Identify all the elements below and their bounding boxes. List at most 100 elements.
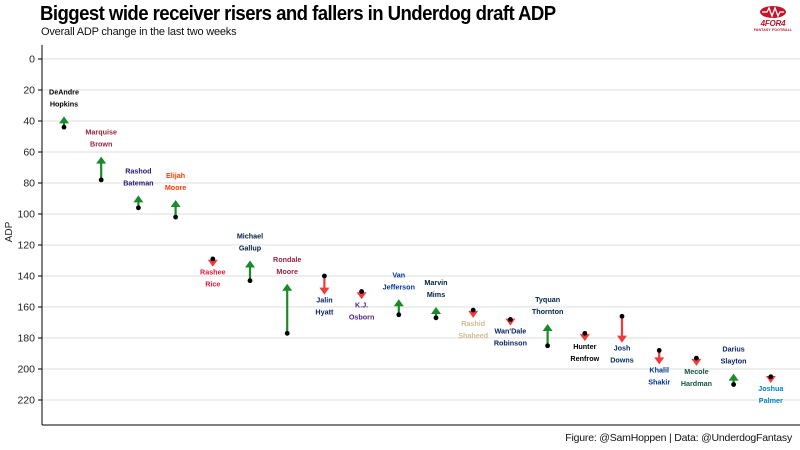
player-first-name: Tyquan [535,295,560,304]
old-adp-point [247,278,253,284]
player-mark: K.J. Osborn [349,289,375,321]
player-first-name: Joshua [758,384,784,393]
player-last-name: Shaheed [458,331,488,340]
adp-change-arrow-head [728,373,739,381]
y-axis: 0 20 40 60 80 100 120 140 160 180 200 220 [17,54,42,407]
player-mark: Hunter Renfrow [570,330,600,363]
player-last-name: Bateman [123,178,153,187]
figure-caption: Figure: @SamHoppen | Data: @UnderdogFant… [565,432,792,444]
adp-change-arrow-head [245,260,255,268]
player-marks: DeAndre Hopkins Marquise Brown Rashod Bateman… [49,87,784,405]
old-adp-point [619,313,625,319]
y-tick-label: 40 [23,116,35,128]
player-last-name: Osborn [349,312,375,321]
player-first-name: Josh [614,344,631,353]
old-adp-point [61,124,67,130]
old-adp-point [322,273,327,279]
player-mark: Wan'Dale Robinson [494,317,527,348]
player-first-name: Darius [722,345,744,354]
adp-change-arrow-head [393,299,404,307]
logo-tagline: FANTASY FOOTBALL [753,28,793,32]
old-adp-point [284,330,290,336]
player-last-name: Slayton [721,357,747,366]
old-adp-point [656,348,662,353]
player-mark: Michael Gallup [237,232,263,284]
player-first-name: Van [392,270,405,279]
player-last-name: Renfrow [570,354,599,363]
player-first-name: Rondale [273,255,301,264]
player-last-name: Moore [276,267,298,276]
player-mark: Marquise Brown [85,128,117,183]
y-tick-label: 80 [23,178,35,190]
player-mark: Rashee Rice [200,256,226,289]
old-adp-point [396,312,402,318]
y-axis-label: ADP [4,221,15,242]
y-tick-label: 220 [17,395,35,407]
player-mark: Darius Slayton [721,345,747,387]
player-last-name: Mims [427,290,445,299]
player-first-name: Rashid [461,319,485,328]
adp-change-arrow-head [579,334,590,342]
y-tick-label: 20 [23,85,35,97]
y-tick-label: 0 [29,54,35,66]
player-last-name: Palmer [759,396,783,405]
player-last-name: Hopkins [50,99,78,108]
y-tick-label: 140 [17,271,35,283]
adp-change-arrow-head [133,195,144,203]
player-mark: Mecole Hardman [681,355,712,388]
player-mark: Rashod Bateman [123,166,154,211]
adp-change-arrow-head [170,200,181,208]
player-first-name: Marvin [424,278,447,287]
old-adp-point [210,256,216,262]
old-adp-point [173,214,179,220]
player-mark: Joshua Palmer [758,374,784,405]
old-adp-point [768,374,774,380]
adp-change-arrow-head [319,287,330,295]
y-tick-label: 160 [17,302,35,314]
old-adp-point [694,355,699,361]
adp-change-arrow-head [691,358,702,366]
old-adp-point [470,307,476,313]
player-first-name: Wan'Dale [495,327,527,336]
player-mark: Elijah Moore [165,171,187,220]
player-mark: Tyquan Thornton [532,295,564,349]
player-first-name: Jalin [316,296,332,305]
y-tick-label: 180 [17,333,35,345]
player-first-name: K.J. [355,300,368,309]
player-mark: Josh Downs [610,313,634,365]
player-last-name: Hardman [681,379,712,388]
old-adp-point [433,315,439,321]
old-adp-point [582,330,588,336]
adp-change-arrow-head [59,116,69,124]
y-tick-label: 60 [23,147,35,159]
football-icon [760,6,786,18]
y-tick-label: 100 [17,209,35,221]
old-adp-point [136,205,141,211]
player-last-name: Rice [205,280,220,289]
adp-change-arrow-head [96,156,107,164]
player-last-name: Brown [90,140,112,149]
adp-change-arrow-head [356,292,367,300]
logo-name: 4FOR4 [760,19,786,28]
player-mark: Rashid Shaheed [458,307,488,340]
adp-change-arrow-head [282,283,293,291]
player-last-name: Shakir [648,377,670,386]
player-last-name: Moore [165,183,187,192]
old-adp-point [359,289,364,294]
old-adp-point [98,177,104,183]
player-first-name: Rashee [200,268,226,277]
player-first-name: Elijah [166,171,185,180]
player-first-name: Rashod [125,166,151,175]
player-first-name: Hunter [573,342,596,351]
adp-change-arrow-head [505,318,516,326]
y-tick-label: 120 [17,240,35,252]
y-tick-label: 200 [17,364,35,376]
player-last-name: Thornton [532,307,564,316]
gridlines [42,58,800,401]
player-last-name: Robinson [494,339,527,348]
player-first-name: Marquise [85,128,117,137]
player-last-name: Hyatt [315,308,334,317]
player-mark: Jalin Hyatt [315,273,334,317]
adp-change-arrow-head [654,357,665,365]
